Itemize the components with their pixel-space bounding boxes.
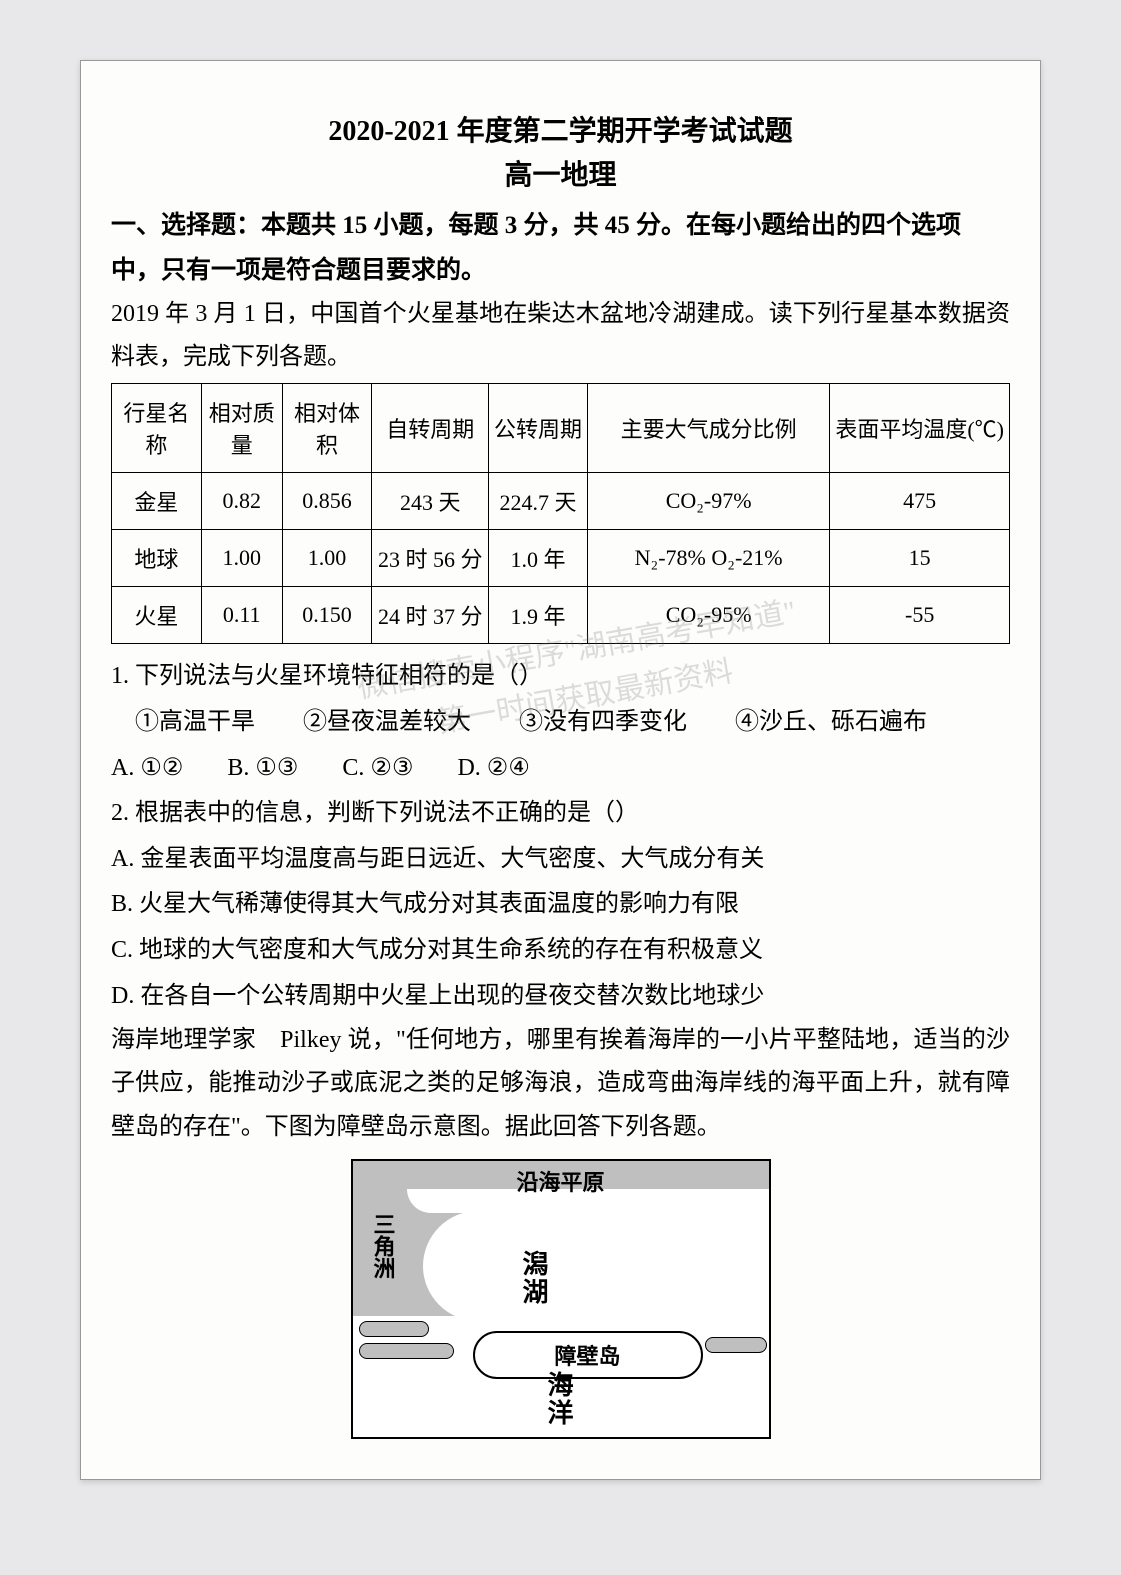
q1-option-b: B. ①③ [227, 755, 298, 781]
table-header-cell: 自转周期 [372, 384, 489, 473]
barrier-island-diagram: 障壁岛 沿海平原 三角洲 潟 湖 海 洋 [351, 1159, 771, 1439]
table-cell: 243 天 [372, 473, 489, 530]
q1-option-c: C. ②③ [342, 755, 413, 781]
table-cell: 金星 [112, 473, 202, 530]
q2-option-b: B. 火星大气稀薄使得其大气成分对其表面温度的影响力有限 [111, 882, 1010, 928]
table-cell: -55 [830, 587, 1010, 644]
diagram-sandbar [359, 1321, 429, 1337]
table-cell: 0.150 [282, 587, 372, 644]
planet-data-table: 行星名称相对质量相对体积自转周期公转周期主要大气成分比例表面平均温度(℃) 金星… [111, 383, 1010, 644]
diagram-lagoon-water [423, 1211, 771, 1321]
exam-page: 2020-2021 年度第二学期开学考试试题 高一地理 一、选择题：本题共 15… [80, 60, 1041, 1480]
intro-paragraph-1: 2019 年 3 月 1 日，中国首个火星基地在柴达木盆地冷湖建成。读下列行星基… [111, 293, 1010, 379]
table-cell: 0.856 [282, 473, 372, 530]
diagram-sandbar [705, 1337, 767, 1353]
table-cell: 1.00 [201, 530, 282, 587]
table-header-cell: 行星名称 [112, 384, 202, 473]
table-cell: 15 [830, 530, 1010, 587]
table-row: 火星0.110.15024 时 37 分1.9 年CO₂-95%-55 [112, 587, 1010, 644]
q2-option-c: C. 地球的大气密度和大气成分对其生命系统的存在有积极意义 [111, 928, 1010, 974]
table-cell: N₂-78% O₂-21% [587, 530, 829, 587]
barrier-island-label: 障壁岛 [554, 1339, 620, 1371]
table-header-cell: 表面平均温度(℃) [830, 384, 1010, 473]
q1-option-d: D. ②④ [457, 755, 529, 781]
exam-subtitle: 高一地理 [111, 153, 1010, 193]
sea-label-2: 洋 [353, 1400, 769, 1429]
diagram-container: 障壁岛 沿海平原 三角洲 潟 湖 海 洋 [111, 1159, 1010, 1439]
coastal-plain-label: 沿海平原 [353, 1165, 769, 1197]
table-cell: 地球 [112, 530, 202, 587]
table-cell: 1.0 年 [489, 530, 588, 587]
table-row: 地球1.001.0023 时 56 分1.0 年N₂-78% O₂-21%15 [112, 530, 1010, 587]
table-cell: 火星 [112, 587, 202, 644]
q2-stem: 2. 根据表中的信息，判断下列说法不正确的是（） [111, 791, 1010, 837]
table-row: 金星0.820.856243 天224.7 天CO₂-97%475 [112, 473, 1010, 530]
table-cell: 1.00 [282, 530, 372, 587]
lagoon-label-1: 潟 [523, 1251, 549, 1280]
table-header-cell: 相对体积 [282, 384, 372, 473]
exam-title: 2020-2021 年度第二学期开学考试试题 [111, 111, 1010, 153]
table-cell: 0.11 [201, 587, 282, 644]
table-cell: 24 时 37 分 [372, 587, 489, 644]
lagoon-label: 潟 湖 [523, 1251, 549, 1308]
table-header-row: 行星名称相对质量相对体积自转周期公转周期主要大气成分比例表面平均温度(℃) [112, 384, 1010, 473]
q1-circled-items: ①高温干旱 ②昼夜温差较大 ③没有四季变化 ④沙丘、砾石遍布 [111, 700, 1010, 746]
table-cell: 1.9 年 [489, 587, 588, 644]
table-header-cell: 公转周期 [489, 384, 588, 473]
sea-label-1: 海 [353, 1372, 769, 1401]
q1-option-a: A. ①② [111, 755, 183, 781]
table-cell: CO₂-95% [587, 587, 829, 644]
table-cell: 224.7 天 [489, 473, 588, 530]
q2-option-d: D. 在各自一个公转周期中火星上出现的昼夜交替次数比地球少 [111, 974, 1010, 1020]
table-cell: 475 [830, 473, 1010, 530]
q1-stem: 1. 下列说法与火星环境特征相符的是（） [111, 654, 1010, 700]
delta-label: 三角洲 [367, 1213, 399, 1279]
table-header-cell: 相对质量 [201, 384, 282, 473]
table-cell: 23 时 56 分 [372, 530, 489, 587]
q1-options-row: A. ①② B. ①③ C. ②③ D. ②④ [111, 746, 1010, 792]
table-header-cell: 主要大气成分比例 [587, 384, 829, 473]
table-cell: 0.82 [201, 473, 282, 530]
passage-2: 海岸地理学家 Pilkey 说，"任何地方，哪里有挨着海岸的一小片平整陆地，适当… [111, 1019, 1010, 1149]
diagram-sandbar [359, 1343, 454, 1359]
section-1-heading: 一、选择题：本题共 15 小题，每题 3 分，共 45 分。在每小题给出的四个选… [111, 203, 1010, 293]
q2-option-a: A. 金星表面平均温度高与距日远近、大气密度、大气成分有关 [111, 837, 1010, 883]
lagoon-label-2: 湖 [523, 1279, 549, 1308]
sea-label: 海 洋 [353, 1372, 769, 1429]
table-cell: CO₂-97% [587, 473, 829, 530]
